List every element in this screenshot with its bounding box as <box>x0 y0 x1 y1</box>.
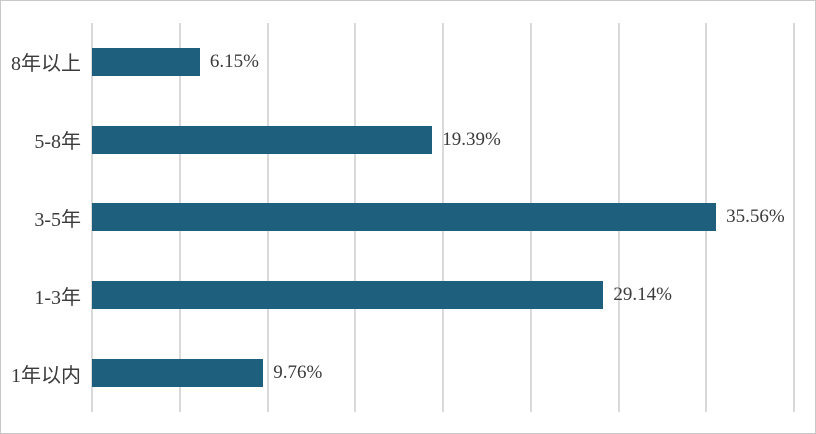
value-label: 29.14% <box>613 284 672 306</box>
bar-track: 19.39% <box>92 101 794 179</box>
category-label: 8年以上 <box>11 53 81 76</box>
bar-rows: 8年以上 6.15% 5-8年 19.39% 3-5年 35.56% 1-3年 <box>1 23 815 412</box>
bar <box>92 47 200 76</box>
category-label: 1年以内 <box>11 364 81 387</box>
bar-track: 6.15% <box>92 23 794 101</box>
value-label: 35.56% <box>726 206 785 228</box>
bar-row: 1年以内 9.76% <box>1 334 815 412</box>
value-label: 9.76% <box>273 362 323 384</box>
bar-row: 5-8年 19.39% <box>1 101 815 179</box>
bar <box>92 125 433 154</box>
bar-row: 1-3年 29.14% <box>1 256 815 334</box>
category-label: 5-8年 <box>34 131 81 154</box>
bar-row: 8年以上 6.15% <box>1 23 815 101</box>
value-label: 19.39% <box>442 128 501 150</box>
bar <box>92 203 717 232</box>
bar <box>92 359 264 388</box>
bar <box>92 281 604 310</box>
bar-row: 3-5年 35.56% <box>1 179 815 257</box>
value-label: 6.15% <box>209 50 259 72</box>
bar-track: 29.14% <box>92 256 794 334</box>
category-label: 3-5年 <box>34 208 81 231</box>
bar-track: 35.56% <box>92 179 794 257</box>
gridline <box>793 23 795 412</box>
bar-track: 9.76% <box>92 334 794 412</box>
category-label: 1-3年 <box>34 286 81 309</box>
